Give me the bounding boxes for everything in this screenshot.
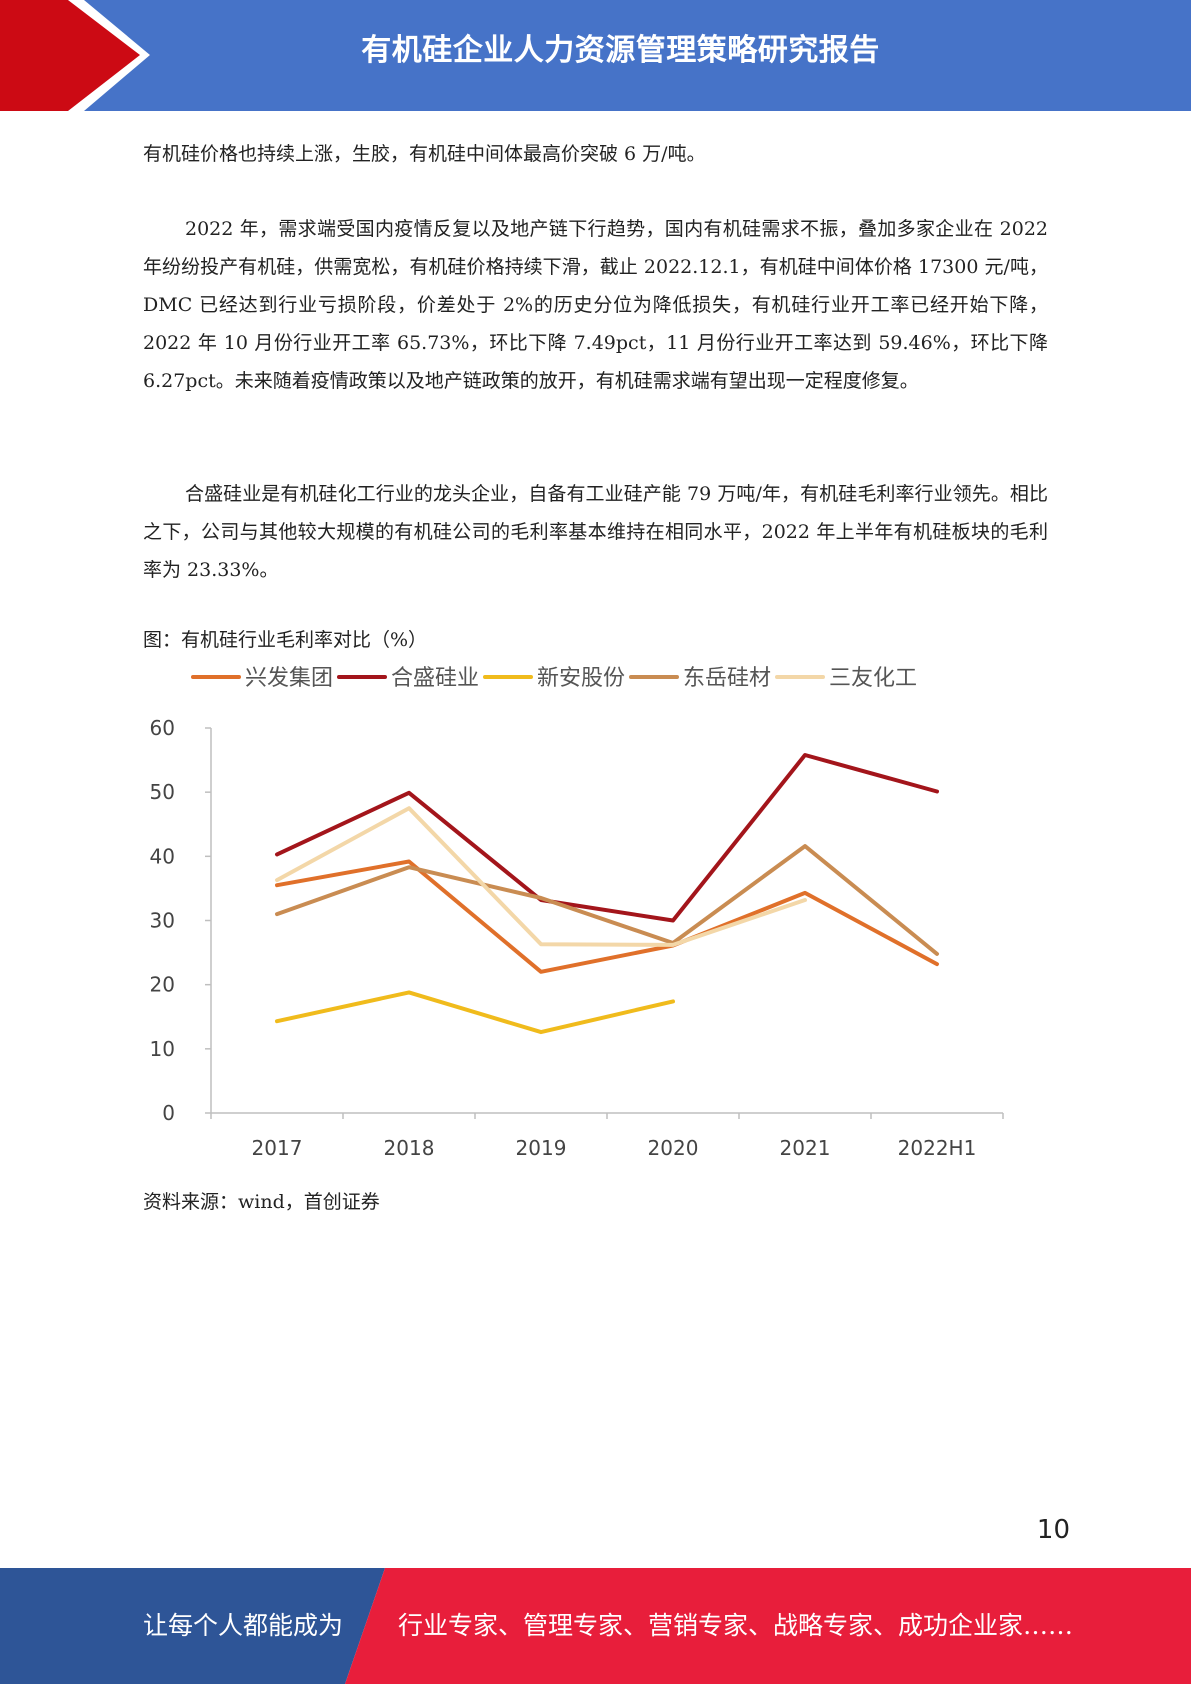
paragraph-3: 合盛硅业是有机硅化工行业的龙头企业，自备有工业硅产能 79 万吨/年，有机硅毛利… [143,483,1048,581]
x-tick-label: 2022H1 [898,1136,977,1160]
legend-label-4: 东岳硅材 [683,666,771,691]
y-tick-label: 30 [150,909,175,933]
legend-label-5: 三友化工 [829,666,917,691]
report-title: 有机硅企业人力资源管理策略研究报告 [361,33,880,68]
figure-source: 资料来源：wind，首创证券 [143,1191,380,1213]
series-line-3 [275,990,675,1035]
y-tick-label: 10 [150,1037,175,1061]
y-tick-label: 0 [162,1101,175,1125]
page-header: 有机硅企业人力资源管理策略研究报告 [0,0,1191,111]
legend-label-3: 新安股份 [537,666,625,691]
series-line-1 [275,859,939,974]
x-tick-label: 2021 [780,1136,831,1160]
series-line-2 [275,753,939,923]
footer-background [0,1568,1191,1684]
paragraph-2: 2022 年，需求端受国内疫情反复以及地产链下行趋势，国内有机硅需求不振，叠加多… [143,218,1048,392]
x-tick-label: 2017 [252,1136,303,1160]
page-number: 10 [1036,1515,1070,1545]
footer-slogan-right: 行业专家、管理专家、营销专家、战略专家、成功企业家…… [398,1611,1074,1640]
figure-caption: 图：有机硅行业毛利率对比（%） [143,629,428,651]
x-tick-label: 2018 [384,1136,435,1160]
header-arrow-decoration [0,0,150,111]
series-line-4 [275,844,939,956]
x-tick-label: 2019 [516,1136,567,1160]
legend-label-1: 兴发集团 [245,666,333,691]
margin-comparison-chart: 兴发集团 合盛硅业 新安股份 东岳硅材 三友化工 0 10 20 30 40 50 60 2017 201… [143,655,1023,1170]
y-tick-label: 20 [150,973,175,997]
legend-label-2: 合盛硅业 [391,666,479,691]
y-tick-label: 50 [150,780,175,804]
line-chart-svg: 兴发集团 合盛硅业 新安股份 东岳硅材 三友化工 0 10 20 30 40 50 60 2017 201… [150,666,1004,1160]
paragraph-1: 有机硅价格也持续上涨，生胶，有机硅中间体最高价突破 6 万/吨。 [143,143,706,165]
series-line-5 [275,806,807,947]
y-tick-label: 60 [150,716,175,740]
footer-slogan-left: 让每个人都能成为 [143,1611,344,1640]
page-footer: 让每个人都能成为 行业专家、管理专家、营销专家、战略专家、成功企业家…… [0,1568,1191,1684]
x-tick-label: 2020 [648,1136,699,1160]
y-tick-label: 40 [150,844,175,868]
